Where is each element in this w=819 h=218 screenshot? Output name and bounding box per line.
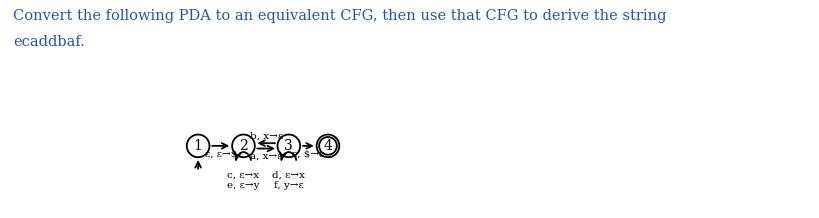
Text: ε, ε→$: ε, ε→$ (205, 150, 237, 158)
Circle shape (317, 135, 339, 157)
Text: ecaddbaf.: ecaddbaf. (13, 36, 85, 49)
Text: c, ε→x
e, ε→y: c, ε→x e, ε→y (227, 171, 260, 190)
Circle shape (187, 135, 210, 157)
Text: 3: 3 (284, 139, 293, 153)
Text: Convert the following PDA to an equivalent CFG, then use that CFG to derive the : Convert the following PDA to an equivale… (13, 9, 667, 23)
Text: ε, $→ε: ε, $→ε (292, 150, 324, 158)
Circle shape (278, 135, 300, 157)
Text: b, x→ε: b, x→ε (250, 132, 283, 141)
Text: 1: 1 (194, 139, 202, 153)
Text: 4: 4 (324, 139, 333, 153)
Text: a, x→ε: a, x→ε (250, 152, 283, 161)
Circle shape (232, 135, 255, 157)
Text: 2: 2 (239, 139, 248, 153)
Text: d, ε→x
f, y→ε: d, ε→x f, y→ε (273, 171, 305, 190)
